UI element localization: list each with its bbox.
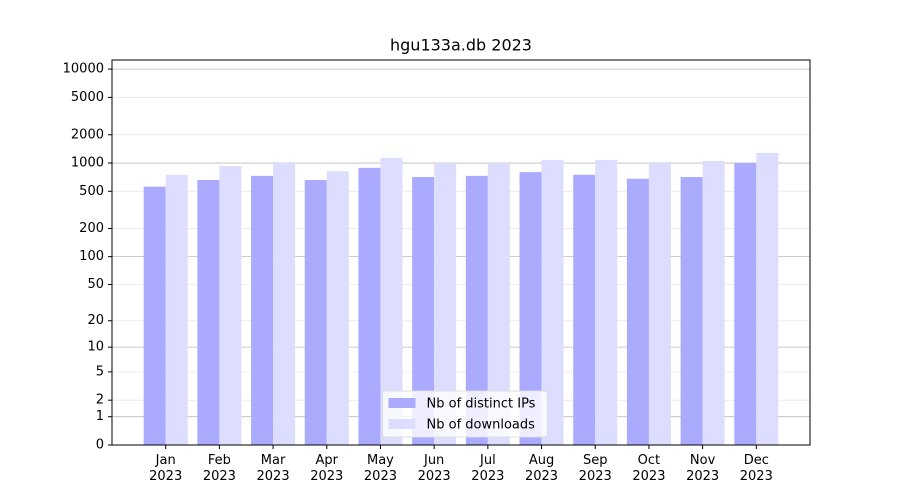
x-tick-label: Feb 2023	[202, 453, 236, 484]
bar	[273, 162, 296, 445]
bar	[595, 159, 618, 445]
x-tick-label: Sep 2023	[578, 453, 612, 484]
bar	[380, 158, 403, 445]
bar	[412, 177, 435, 445]
bar	[648, 163, 671, 445]
bar	[165, 174, 188, 445]
y-tick-label: 10	[87, 340, 104, 355]
x-tick-label: Jan 2023	[149, 453, 183, 484]
bar	[197, 179, 220, 446]
plot-frame	[111, 59, 811, 446]
bar	[434, 163, 457, 445]
x-tick-label: Jul 2023	[471, 453, 505, 484]
y-tick-label: 2	[96, 393, 104, 408]
chart-title: hgu133a.db 2023	[390, 36, 532, 55]
bar	[251, 175, 274, 446]
x-tick-label: Oct 2023	[632, 453, 666, 484]
bar	[519, 172, 542, 445]
y-tick-label: 1000	[71, 156, 104, 171]
legend-swatch	[388, 419, 416, 429]
x-tick-label: May 2023	[363, 453, 397, 484]
y-tick-label: 500	[79, 184, 104, 199]
bar	[304, 179, 327, 446]
x-tick-label: Dec 2023	[739, 453, 773, 484]
legend-label: Nb of downloads	[427, 418, 536, 433]
x-tick-label: Jun 2023	[417, 453, 451, 484]
y-tick-label: 10000	[63, 62, 104, 77]
legend-label: Nb of distinct IPs	[427, 397, 536, 412]
bar	[487, 163, 510, 445]
y-tick-label: 200	[79, 221, 104, 236]
bar	[680, 177, 703, 445]
legend-swatch	[388, 398, 416, 408]
bar	[541, 159, 564, 445]
y-tick-label: 100	[79, 249, 104, 264]
bar	[702, 161, 725, 445]
bar	[326, 171, 349, 445]
y-tick-label: 5	[96, 364, 104, 379]
y-tick-label: 5000	[71, 90, 104, 105]
bar	[756, 152, 779, 445]
y-tick-label: 2000	[71, 127, 104, 142]
y-tick-label: 20	[87, 313, 104, 328]
legend-box	[382, 390, 548, 438]
y-tick-label: 50	[87, 277, 104, 292]
x-tick-label: Mar 2023	[256, 453, 290, 484]
bar	[573, 174, 596, 445]
x-tick-label: Apr 2023	[310, 453, 344, 484]
bar	[358, 167, 381, 445]
y-tick-label: 0	[96, 438, 104, 453]
y-tick-label: 1	[96, 409, 104, 424]
x-tick-label: Nov 2023	[686, 453, 720, 484]
bar	[143, 186, 166, 445]
bar	[734, 163, 757, 445]
x-tick-label: Aug 2023	[524, 453, 559, 484]
bar	[465, 175, 488, 446]
bar	[626, 178, 649, 445]
bar	[219, 166, 242, 445]
